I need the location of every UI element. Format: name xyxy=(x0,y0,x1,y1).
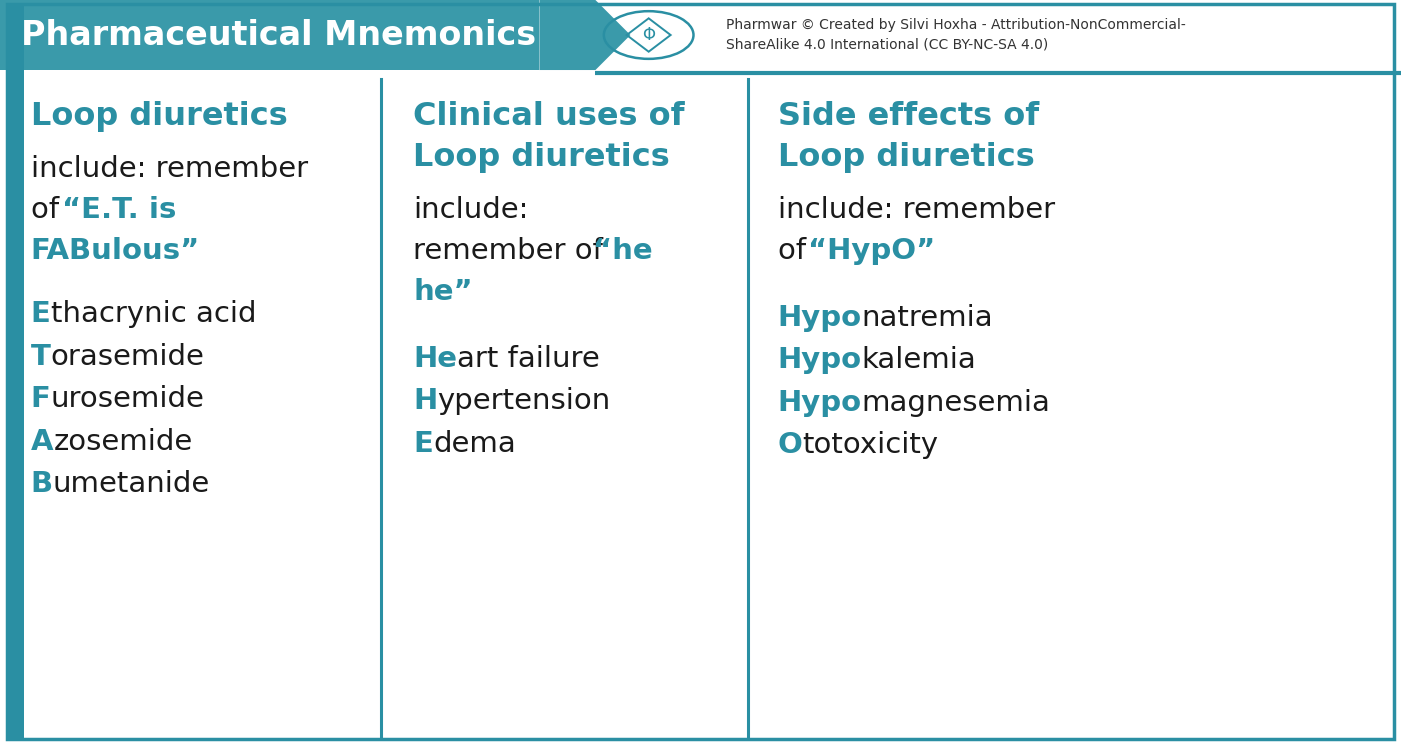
Text: natremia: natremia xyxy=(862,304,993,332)
Text: Φ: Φ xyxy=(642,26,656,44)
Text: Hypo: Hypo xyxy=(778,304,862,332)
Text: include:: include: xyxy=(413,196,528,224)
FancyBboxPatch shape xyxy=(0,0,539,70)
Text: H: H xyxy=(413,387,437,416)
Text: thacrynic acid: thacrynic acid xyxy=(50,300,256,329)
Text: zosemide: zosemide xyxy=(53,428,192,456)
Text: Clinical uses of: Clinical uses of xyxy=(413,101,685,133)
Text: Loop diuretics: Loop diuretics xyxy=(31,101,287,133)
Text: art failure: art failure xyxy=(457,345,600,373)
Text: Hypo: Hypo xyxy=(778,346,862,375)
Text: he”: he” xyxy=(413,278,474,306)
Text: Pharmwar © Created by Silvi Hoxha - Attribution-NonCommercial-
ShareAlike 4.0 In: Pharmwar © Created by Silvi Hoxha - Attr… xyxy=(726,19,1185,51)
Text: include: remember: include: remember xyxy=(31,155,308,183)
Text: of: of xyxy=(778,237,815,265)
Text: remember of: remember of xyxy=(413,237,612,265)
Text: B: B xyxy=(31,470,53,498)
Text: ypertension: ypertension xyxy=(437,387,611,416)
Text: O: O xyxy=(778,431,803,460)
Text: “HypO”: “HypO” xyxy=(808,237,936,265)
Text: E: E xyxy=(413,430,433,458)
Text: orasemide: orasemide xyxy=(50,343,205,371)
Text: magnesemia: magnesemia xyxy=(862,389,1051,417)
Text: Hypo: Hypo xyxy=(778,389,862,417)
Text: dema: dema xyxy=(433,430,516,458)
Text: umetanide: umetanide xyxy=(53,470,210,498)
Text: F: F xyxy=(31,385,50,413)
Text: include: remember: include: remember xyxy=(778,196,1055,224)
Text: “he: “he xyxy=(593,237,653,265)
FancyBboxPatch shape xyxy=(595,0,1401,70)
Text: He: He xyxy=(413,345,457,373)
Text: totoxicity: totoxicity xyxy=(803,431,939,460)
Text: Side effects of: Side effects of xyxy=(778,101,1038,133)
Text: Pharmaceutical Mnemonics: Pharmaceutical Mnemonics xyxy=(21,19,537,51)
Text: Loop diuretics: Loop diuretics xyxy=(413,142,670,174)
Text: A: A xyxy=(31,428,53,456)
Text: kalemia: kalemia xyxy=(862,346,976,375)
Text: T: T xyxy=(31,343,50,371)
Text: Loop diuretics: Loop diuretics xyxy=(778,142,1034,174)
Polygon shape xyxy=(539,0,630,70)
Text: FABulous”: FABulous” xyxy=(31,237,200,265)
Text: of: of xyxy=(31,196,69,224)
Text: E: E xyxy=(31,300,50,329)
Text: “E.T. is: “E.T. is xyxy=(62,196,177,224)
Text: urosemide: urosemide xyxy=(50,385,205,413)
FancyBboxPatch shape xyxy=(7,4,24,739)
